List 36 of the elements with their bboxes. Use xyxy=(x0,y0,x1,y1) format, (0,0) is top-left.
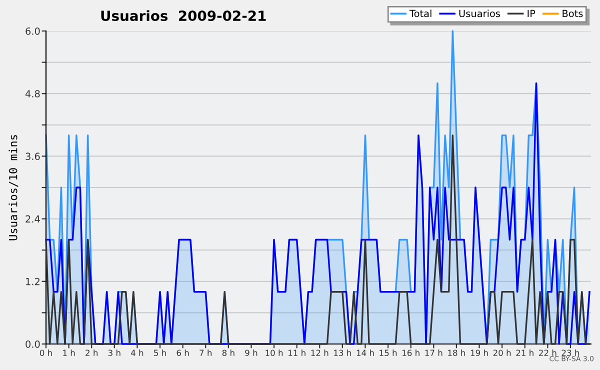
x-tick-label: 9 h xyxy=(245,350,258,356)
x-tick-label: 0 h xyxy=(40,350,52,356)
y-tick-label: 1.2 xyxy=(26,278,40,286)
x-tick-label: 17 h xyxy=(425,350,442,356)
x-tick-label: 13 h xyxy=(334,350,352,356)
y-tick-label: 4.8 xyxy=(25,90,40,98)
legend-label: Total xyxy=(410,10,432,18)
y-axis-title: Usuarios/10 mins xyxy=(8,135,18,240)
x-tick-label: 6 h xyxy=(176,350,189,356)
x-tick-label: 18 h xyxy=(448,350,466,356)
legend-label: Bots xyxy=(562,10,583,18)
x-tick-label: 3 h xyxy=(108,350,120,356)
x-tick-label: 7 h xyxy=(200,350,212,356)
x-tick-label: 21 h xyxy=(516,350,534,356)
x-tick-label: 19 h xyxy=(470,350,488,356)
x-tick-label: 2 h xyxy=(86,350,98,356)
x-tick-label: 4 h xyxy=(131,350,144,356)
legend-label: IP xyxy=(528,10,536,18)
y-tick-label: 0.0 xyxy=(26,340,40,348)
x-tick-label: 22 h xyxy=(539,350,556,356)
x-tick-label: 12 h xyxy=(311,350,328,356)
chart-title: Usuarios 2009-02-21 xyxy=(101,10,266,22)
x-tick-label: 15 h xyxy=(380,350,397,356)
x-tick-label: 10 h xyxy=(266,350,283,356)
legend-label: Usuarios xyxy=(459,10,500,18)
y-tick-label: 2.4 xyxy=(26,215,40,222)
y-tick-label: 6.0 xyxy=(26,27,40,35)
x-tick-label: 1 h xyxy=(63,350,75,356)
x-tick-label: 5 h xyxy=(154,350,166,356)
x-tick-label: 11 h xyxy=(288,350,306,356)
x-tick-label: 16 h xyxy=(402,350,420,356)
x-tick-label: 8 h xyxy=(222,350,234,356)
x-tick-label: 23 h xyxy=(562,350,580,356)
x-tick-label: 14 h xyxy=(356,350,374,356)
y-tick-label: 3.6 xyxy=(26,152,40,160)
x-tick-label: 20 h xyxy=(493,350,511,356)
